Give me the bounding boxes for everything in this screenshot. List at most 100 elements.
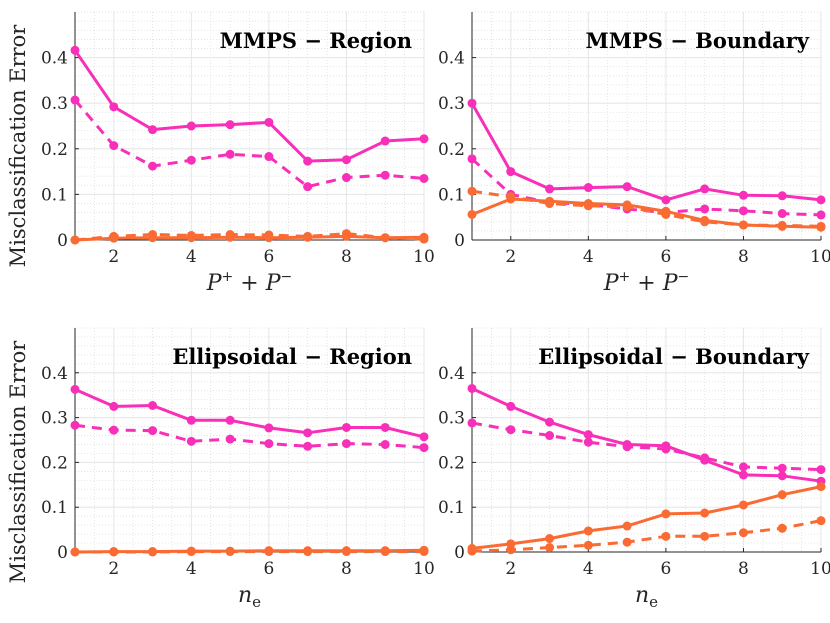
data-point-pink-solid bbox=[225, 415, 235, 425]
x-label-main: P bbox=[206, 271, 223, 296]
data-point-pink-dashed bbox=[816, 210, 826, 220]
data-point-pink-solid bbox=[661, 195, 671, 205]
data-point-orange-solid bbox=[661, 509, 671, 519]
panel-title: Ellipsoidal − Region bbox=[172, 344, 412, 369]
y-tick-label: 0.1 bbox=[438, 185, 465, 205]
data-point-pink-solid bbox=[380, 136, 390, 146]
data-point-pink-solid bbox=[341, 155, 351, 165]
y-tick-label: 0.3 bbox=[438, 94, 465, 114]
x-tick-label: 2 bbox=[505, 247, 516, 267]
data-point-orange-solid bbox=[583, 526, 593, 536]
y-tick-label: 0 bbox=[57, 231, 68, 251]
data-point-orange-dashed bbox=[186, 230, 196, 240]
y-tick-label: 0.2 bbox=[438, 453, 465, 473]
series-line-orange-dashed bbox=[74, 232, 425, 242]
data-point-pink-dashed bbox=[264, 152, 274, 162]
data-point-pink-solid bbox=[148, 401, 158, 411]
data-point-pink-solid bbox=[738, 190, 748, 200]
series-line-pink-dashed bbox=[74, 423, 425, 450]
data-point-orange-solid bbox=[467, 209, 477, 219]
x-label-main: n bbox=[635, 583, 649, 608]
data-point-orange-dashed bbox=[148, 230, 158, 240]
data-point-pink-dashed bbox=[622, 442, 632, 452]
data-point-pink-dashed bbox=[303, 441, 313, 451]
x-tick-label: 4 bbox=[186, 559, 197, 579]
x-tick-label: 4 bbox=[186, 247, 197, 267]
data-point-orange-dashed bbox=[700, 217, 710, 227]
panel-title: Ellipsoidal − Boundary bbox=[538, 344, 810, 369]
data-point-pink-dashed bbox=[109, 141, 119, 151]
data-point-orange-dashed bbox=[109, 547, 119, 557]
x-tick-label: 6 bbox=[660, 559, 671, 579]
data-point-pink-dashed bbox=[738, 206, 748, 216]
data-point-orange-dashed bbox=[506, 545, 516, 555]
x-axis-label: ne bbox=[635, 583, 658, 611]
data-point-pink-solid bbox=[622, 182, 632, 192]
data-point-pink-solid bbox=[264, 423, 274, 433]
panel-title: MMPS − Boundary bbox=[585, 28, 809, 53]
y-tick-label: 0.2 bbox=[438, 140, 465, 160]
data-point-orange-dashed bbox=[380, 233, 390, 243]
data-point-orange-dashed bbox=[816, 516, 826, 526]
x-label-main: n bbox=[238, 583, 252, 608]
data-point-orange-dashed bbox=[467, 546, 477, 556]
series-line-orange-solid bbox=[471, 485, 822, 550]
data-point-orange-dashed bbox=[303, 231, 313, 241]
data-point-orange-dashed bbox=[661, 531, 671, 541]
data-point-orange-solid bbox=[545, 534, 555, 544]
data-point-pink-solid bbox=[109, 401, 119, 411]
data-point-orange-dashed bbox=[777, 523, 787, 533]
x-tick-label: 2 bbox=[108, 559, 119, 579]
x-tick-label: 8 bbox=[341, 559, 352, 579]
x-label-plus: + bbox=[630, 271, 662, 296]
x-tick-label: 10 bbox=[413, 247, 435, 267]
y-tick-label: 0 bbox=[454, 543, 465, 563]
data-point-orange-solid bbox=[777, 490, 787, 500]
data-point-pink-solid bbox=[109, 102, 119, 112]
data-point-pink-solid bbox=[545, 184, 555, 194]
data-point-pink-dashed bbox=[419, 173, 429, 183]
x-tick-label: 6 bbox=[660, 247, 671, 267]
x-label-main2: P bbox=[265, 271, 282, 296]
data-point-pink-dashed bbox=[777, 463, 787, 473]
data-point-orange-dashed bbox=[622, 537, 632, 547]
data-point-pink-solid bbox=[70, 45, 80, 55]
x-axis-label: P+ + P− bbox=[603, 269, 690, 296]
data-point-pink-dashed bbox=[186, 155, 196, 165]
data-point-pink-solid bbox=[186, 121, 196, 131]
y-tick-label: 0.1 bbox=[438, 498, 465, 518]
x-tick-label: 8 bbox=[738, 247, 749, 267]
y-tick-label: 0.4 bbox=[438, 364, 465, 384]
data-point-orange-dashed bbox=[545, 199, 555, 209]
x-axis-label: ne bbox=[238, 583, 261, 611]
data-point-pink-solid bbox=[186, 415, 196, 425]
panel-title: MMPS − Region bbox=[220, 28, 412, 53]
data-point-pink-dashed bbox=[264, 439, 274, 449]
x-axis-label: P+ + P− bbox=[206, 269, 293, 296]
data-point-orange-solid bbox=[622, 521, 632, 531]
x-tick-label: 6 bbox=[263, 247, 274, 267]
data-point-pink-solid bbox=[545, 417, 555, 427]
data-point-orange-dashed bbox=[186, 547, 196, 557]
x-tick-label: 8 bbox=[738, 559, 749, 579]
x-tick-label: 4 bbox=[583, 247, 594, 267]
data-point-pink-dashed bbox=[186, 436, 196, 446]
y-axis-label-top: Misclassification Error bbox=[6, 24, 30, 268]
data-point-pink-solid bbox=[264, 117, 274, 127]
data-point-pink-dashed bbox=[583, 437, 593, 447]
data-point-pink-solid bbox=[583, 183, 593, 193]
data-point-pink-solid bbox=[777, 191, 787, 201]
data-point-orange-dashed bbox=[303, 547, 313, 557]
data-point-pink-solid bbox=[506, 401, 516, 411]
data-point-orange-dashed bbox=[380, 547, 390, 557]
data-point-pink-dashed bbox=[545, 431, 555, 441]
data-point-pink-solid bbox=[70, 384, 80, 394]
data-point-pink-dashed bbox=[148, 426, 158, 436]
data-point-orange-dashed bbox=[661, 209, 671, 219]
data-point-orange-dashed bbox=[341, 547, 351, 557]
data-point-orange-dashed bbox=[583, 540, 593, 550]
y-tick-label: 0.3 bbox=[438, 409, 465, 429]
y-tick-label: 0.4 bbox=[41, 364, 68, 384]
